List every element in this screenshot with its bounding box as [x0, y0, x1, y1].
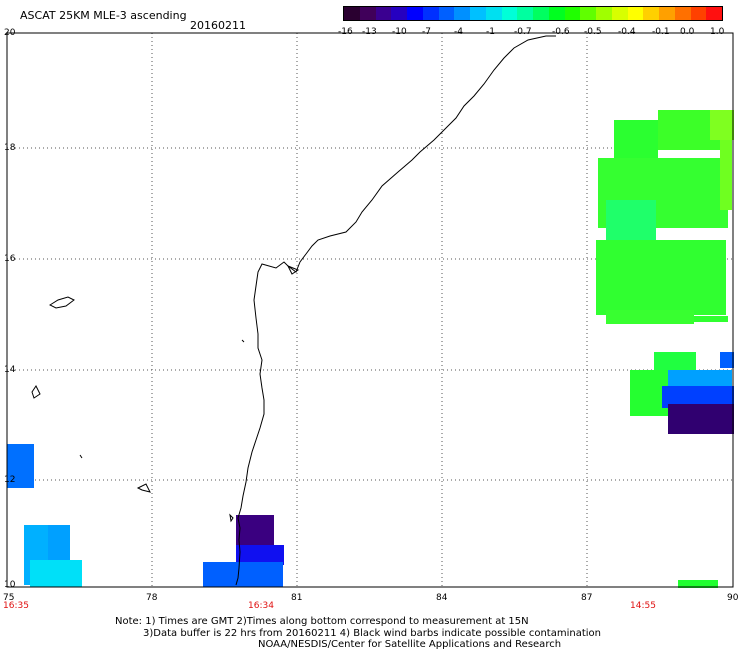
- x-axis-label: 81: [291, 593, 303, 603]
- note-line-1: Note: 1) Times are GMT 2)Times along bot…: [115, 616, 529, 627]
- y-axis-label: 18: [4, 143, 16, 153]
- colorbar-segment: [422, 7, 439, 20]
- colorbar-segment: [580, 7, 596, 20]
- grid-lines: [7, 33, 733, 587]
- y-axis-label: 10: [4, 580, 16, 590]
- colorbar-segment: [706, 7, 722, 20]
- colorbar: [343, 6, 723, 21]
- colorbar-segment: [674, 7, 691, 20]
- swath-cell: [662, 386, 734, 408]
- y-axis-label: 14: [4, 365, 16, 375]
- colorbar-tick-label: -0.4: [618, 27, 636, 37]
- colorbar-tick-label: -0.6: [552, 27, 570, 37]
- colorbar-tick-label: -1: [486, 27, 495, 37]
- colorbar-tick-label: -13: [362, 27, 377, 37]
- colorbar-segment: [438, 7, 455, 20]
- maldive-island: [136, 483, 151, 493]
- time-label: 16:34: [248, 601, 274, 611]
- islet-1: [79, 454, 83, 459]
- laccadive-island-1: [48, 296, 75, 309]
- colorbar-tick-label: -0.7: [514, 27, 532, 37]
- swath-cell: [236, 545, 284, 565]
- islet-2: [241, 339, 245, 343]
- colorbar-tick-label: 0.0: [680, 27, 695, 37]
- swath-cell: [596, 240, 726, 315]
- colorbar-tick-label: 1.0: [710, 27, 725, 37]
- colorbar-segment: [391, 7, 407, 20]
- colorbar-segment: [611, 7, 628, 20]
- y-axis-label: 12: [4, 475, 16, 485]
- colorbar-segment: [407, 7, 423, 20]
- plot-frame: [6, 32, 734, 588]
- island-sri-lanka-tip: [229, 513, 234, 523]
- swath-cell: [668, 404, 734, 434]
- x-axis-label: 75: [3, 593, 15, 603]
- colorbar-segment: [485, 7, 502, 20]
- colorbar-segment: [643, 7, 659, 20]
- colorbar-segment: [564, 7, 581, 20]
- colorbar-segment: [470, 7, 486, 20]
- colorbar-segment: [690, 7, 707, 20]
- time-label: 14:55: [630, 601, 656, 611]
- colorbar-tick-label: -7: [422, 27, 431, 37]
- swath-cell: [720, 140, 732, 210]
- colorbar-segment: [533, 7, 549, 20]
- y-axis-label: 20: [4, 28, 16, 38]
- colorbar-segment: [659, 7, 675, 20]
- swath-cell: [678, 580, 718, 588]
- swath-cell: [694, 316, 728, 322]
- colorbar-tick-label: -16: [338, 27, 353, 37]
- coastline: [31, 35, 556, 586]
- y-axis-label: 16: [4, 254, 16, 264]
- colorbar-segment: [517, 7, 533, 20]
- data-swaths: [7, 110, 734, 588]
- colorbar-segment: [501, 7, 518, 20]
- colorbar-tick-label: -10: [392, 27, 407, 37]
- swath-cell: [658, 110, 720, 150]
- swath-cell: [30, 560, 82, 587]
- swath-cell: [48, 525, 70, 565]
- chilka-lagoon: [286, 265, 300, 275]
- x-axis-label: 90: [727, 593, 739, 603]
- x-axis-label: 87: [581, 593, 593, 603]
- colorbar-segment: [627, 7, 644, 20]
- swath-cell: [606, 310, 694, 324]
- note-line-3: NOAA/NESDIS/Center for Satellite Applica…: [258, 639, 562, 650]
- colorbar-segment: [596, 7, 612, 20]
- swath-cell: [654, 352, 696, 370]
- swath-cell: [710, 110, 734, 140]
- coastline-india-east: [235, 35, 556, 586]
- swath-cell: [668, 370, 732, 390]
- x-axis-label: 78: [146, 593, 158, 603]
- x-axis-label: 84: [436, 593, 448, 603]
- colorbar-segment: [454, 7, 470, 20]
- colorbar-segment: [359, 7, 376, 20]
- colorbar-segment: [375, 7, 392, 20]
- note-line-2: 3)Data buffer is 22 hrs from 20160211 4)…: [143, 628, 601, 639]
- colorbar-segment: [344, 7, 360, 20]
- swath-cell: [203, 562, 283, 587]
- swath-cell: [606, 200, 656, 245]
- colorbar-tick-label: -0.5: [584, 27, 602, 37]
- laccadive-island-2: [31, 385, 41, 399]
- colorbar-segment: [548, 7, 565, 20]
- colorbar-tick-label: -4: [454, 27, 463, 37]
- colorbar-tick-label: -0.1: [652, 27, 670, 37]
- map-title: ASCAT 25KM MLE-3 ascending: [20, 9, 187, 22]
- time-label: 16:35: [3, 601, 29, 611]
- swath-cell: [720, 352, 734, 368]
- swath-cell: [236, 515, 274, 545]
- map-date: 20160211: [190, 19, 246, 32]
- swath-cell: [7, 444, 34, 488]
